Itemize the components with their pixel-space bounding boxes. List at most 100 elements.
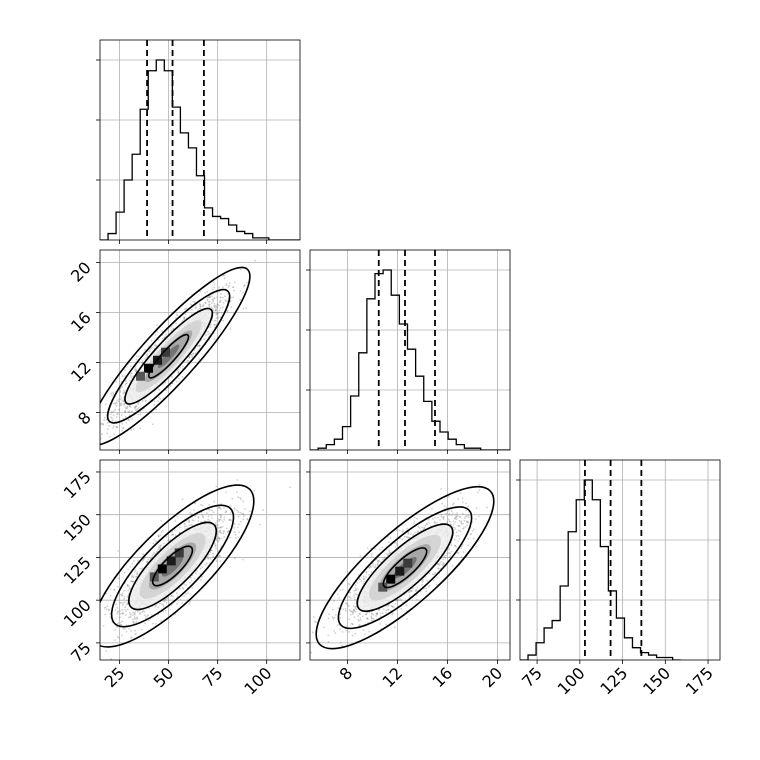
sample-point	[167, 539, 170, 542]
sample-point	[368, 573, 370, 576]
sample-point	[357, 618, 360, 621]
sample-point	[455, 518, 458, 521]
sample-point	[125, 603, 128, 606]
sample-point	[347, 631, 350, 633]
sample-point	[469, 533, 472, 536]
sample-point	[161, 330, 164, 333]
sample-point	[226, 311, 229, 313]
sample-point	[226, 527, 228, 530]
sample-point	[352, 604, 355, 607]
sample-point	[125, 614, 127, 616]
sample-point	[202, 303, 205, 306]
sample-point	[142, 553, 145, 556]
sample-point	[115, 603, 118, 606]
sample-point	[136, 610, 139, 613]
sample-point	[183, 525, 186, 528]
sample-point	[141, 360, 144, 362]
sample-point	[254, 259, 257, 262]
sample-point	[226, 309, 229, 312]
sample-point	[467, 544, 470, 547]
sample-point	[130, 580, 132, 582]
sample-point	[165, 598, 167, 601]
sample-point	[163, 600, 166, 603]
sample-point	[233, 289, 236, 292]
sample-point	[134, 407, 137, 410]
sample-point	[118, 408, 121, 411]
sample-point	[95, 648, 97, 650]
sample-point	[108, 435, 111, 438]
sample-point	[113, 588, 115, 591]
sample-point	[218, 537, 221, 540]
sample-point	[434, 522, 437, 525]
sample-point	[377, 563, 379, 566]
sample-point	[408, 536, 411, 539]
sample-point	[157, 338, 160, 341]
sample-point	[88, 431, 90, 433]
sample-point	[407, 591, 410, 594]
sample-point	[409, 589, 412, 592]
sample-point	[146, 561, 148, 564]
sample-point	[126, 608, 129, 611]
sample-point	[111, 411, 114, 414]
sample-point	[116, 613, 119, 615]
sample-point	[143, 610, 146, 613]
sample-point	[142, 610, 144, 612]
sample-point	[199, 307, 202, 309]
sample-point	[219, 328, 221, 331]
sample-point	[439, 562, 442, 564]
sample-point	[121, 592, 124, 595]
sample-point	[157, 400, 159, 403]
sample-point	[457, 552, 460, 554]
sample-point	[217, 316, 220, 318]
sample-point	[129, 375, 132, 377]
sample-point	[106, 422, 109, 424]
sample-point	[96, 641, 98, 643]
sample-point	[124, 606, 127, 609]
sample-point	[222, 529, 225, 532]
sample-point	[207, 515, 210, 518]
sample-point	[445, 512, 447, 515]
sample-point	[447, 552, 450, 554]
sample-point	[129, 379, 131, 382]
sample-point	[457, 524, 460, 527]
sample-point	[134, 575, 137, 578]
sample-point	[452, 520, 455, 523]
sample-point	[114, 609, 117, 611]
sample-point	[376, 613, 379, 616]
sample-point	[223, 516, 226, 519]
sample-point	[108, 608, 110, 611]
sample-point	[229, 512, 232, 514]
sample-point	[117, 413, 120, 415]
sample-point	[224, 510, 227, 512]
sample-point	[181, 586, 184, 589]
sample-point	[199, 578, 202, 581]
sample-point	[206, 555, 209, 558]
sample-point	[124, 407, 127, 410]
sample-point	[358, 624, 361, 627]
sample-point	[387, 541, 390, 544]
sample-point	[116, 399, 118, 402]
sample-point	[196, 569, 198, 572]
sample-point	[348, 605, 350, 607]
sample-point	[289, 486, 292, 489]
sample-point	[355, 608, 358, 611]
sample-point	[351, 622, 354, 625]
sample-point	[114, 408, 117, 411]
sample-point	[222, 532, 225, 535]
sample-point	[185, 593, 187, 595]
sample-point	[421, 526, 423, 529]
sample-point	[106, 605, 109, 608]
sample-point	[115, 415, 118, 418]
sample-point	[237, 536, 240, 539]
sample-point	[207, 296, 210, 299]
sample-point	[359, 578, 361, 581]
sample-point	[213, 306, 216, 309]
sample-point	[197, 519, 200, 522]
sample-point	[128, 419, 130, 421]
sample-point	[95, 439, 97, 441]
sample-point	[123, 589, 126, 592]
sample-point	[190, 308, 193, 311]
sample-point	[129, 616, 132, 619]
sample-point	[183, 316, 186, 319]
sample-point	[227, 530, 230, 533]
